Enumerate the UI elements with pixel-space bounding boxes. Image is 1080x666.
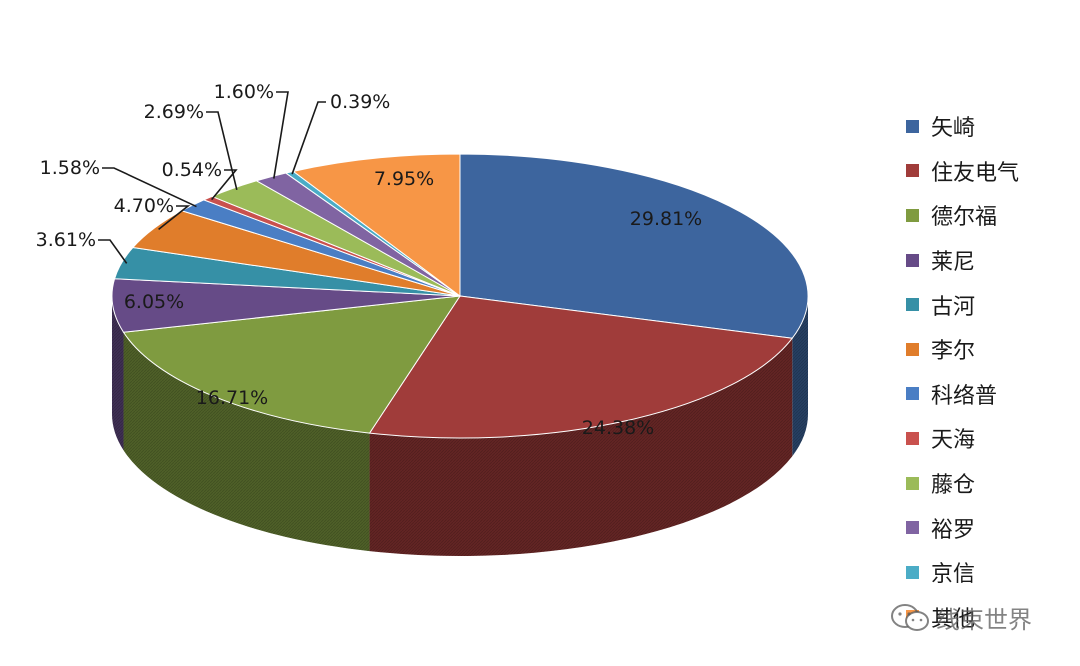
legend: 矢崎住友电气德尔福莱尼古河李尔科络普天海藤仓裕罗京信其他 [906,104,1019,639]
pie-side-texture-1 [369,338,793,556]
legend-item-8: 藤仓 [906,461,1019,506]
slice-label-6: 1.58% [40,157,100,179]
pie-side-texture-3 [112,296,124,451]
legend-label-0: 矢崎 [931,116,976,142]
legend-label-9: 裕罗 [931,517,976,543]
wechat-icon [891,603,929,631]
watermark: 线束世界 [890,600,1032,635]
watermark-text: 线束世界 [936,606,1032,634]
legend-swatch-3 [906,253,919,267]
slice-label-3: 6.05% [124,291,184,313]
legend-swatch-10 [906,565,919,579]
legend-label-7: 天海 [931,428,976,454]
pie-side-texture-2 [123,332,370,552]
leader-line-6 [102,167,197,208]
legend-label-6: 科络普 [931,383,998,409]
legend-swatch-5 [906,342,919,356]
legend-swatch-9 [906,521,919,535]
legend-item-2: 德尔福 [906,193,1019,238]
legend-label-3: 莱尼 [931,250,976,276]
legend-item-4: 古河 [906,282,1019,327]
legend-swatch-1 [906,164,919,178]
slice-label-1: 24.38% [582,417,654,439]
legend-item-1: 住友电气 [906,149,1019,194]
legend-swatch-0 [906,119,919,133]
legend-label-4: 古河 [931,294,976,320]
leader-lines [98,91,326,264]
pie-slice-0 [459,153,809,339]
pie-tops [111,153,809,439]
slice-label-11: 7.95% [374,168,434,190]
pie-side-texture-0 [792,296,808,457]
leader-line-4 [98,239,128,264]
leader-line-8 [206,111,238,191]
slice-label-5: 4.70% [114,195,174,217]
pie-sides [112,296,808,556]
legend-label-2: 德尔福 [931,205,998,231]
legend-swatch-8 [906,476,919,490]
slice-label-0: 29.81% [630,208,702,230]
leader-line-9 [273,91,289,179]
legend-item-0: 矢崎 [906,104,1019,149]
legend-label-5: 李尔 [931,339,976,365]
pie-slice-2 [122,295,462,434]
slice-label-8: 2.69% [144,101,204,123]
legend-swatch-7 [906,431,919,445]
pie-slice-1 [368,295,794,439]
slice-label-2: 16.71% [196,387,268,409]
legend-item-9: 裕罗 [906,505,1019,550]
slice-label-10: 0.39% [330,91,390,113]
slice-label-9: 1.60% [214,81,274,103]
legend-label-11: 其他 [931,606,976,632]
leader-line-10 [291,101,326,175]
legend-item-3: 莱尼 [906,238,1019,283]
leader-line-5 [158,205,191,231]
legend-label-10: 京信 [931,562,976,588]
legend-item-10: 京信 [906,550,1019,595]
legend-item-6: 科络普 [906,372,1019,417]
legend-swatch-6 [906,387,919,401]
legend-label-1: 住友电气 [931,160,1020,186]
legend-swatch-4 [906,298,919,312]
legend-item-7: 天海 [906,416,1019,461]
slice-label-7: 0.54% [162,159,222,181]
slice-label-4: 3.61% [36,229,96,251]
slice-labels: 29.81% 24.38% 16.71% 6.05% 3.61% 4.70% 1.58% 0.… [36,81,703,439]
legend-swatch-2 [906,208,919,222]
legend-label-8: 藤仓 [931,473,976,499]
legend-item-5: 李尔 [906,327,1019,372]
leader-line-7 [211,169,238,201]
pie-slice-11 [292,153,461,297]
